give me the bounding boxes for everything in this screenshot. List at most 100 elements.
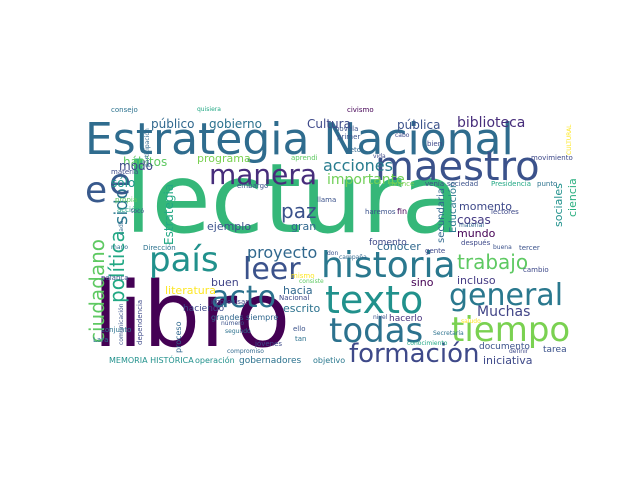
word-mano: mano [111,244,128,251]
word-embargo: embargo [237,182,269,190]
word-punto: punto [537,180,558,188]
word-toco: tocó [131,208,144,215]
word-tan: tan [295,335,307,343]
word-solo: sólo [111,176,136,190]
word-cosas: cosas [457,213,491,227]
word-politica: política [105,230,129,303]
word-movimiento: movimiento [531,154,573,162]
word-numero: número [221,320,245,327]
word-programa: programa [197,152,251,165]
word-documento: documento [479,342,530,352]
word-cultura: Cultura [307,117,351,131]
word-accion: acción [117,206,140,214]
word-conocimiento: conocimiento [407,340,448,347]
word-buen: buen [211,276,239,289]
word-lectura: lectura [125,143,461,255]
word-participacion: participación [144,128,151,167]
word-estrategia: Estrategia [162,183,176,245]
word-tercer: tercer [519,244,540,252]
word-haremos: haremos [365,208,396,216]
word-formacion: formación [349,339,480,369]
word-secundaria: secundaria [436,187,447,243]
word-modo: modo [119,159,153,173]
word-hacerlo: hacerlo [389,314,423,324]
word-vida: vida [373,153,386,160]
word-objetivo: objetivo [313,356,346,365]
word-hacia: hacia [283,284,313,297]
word-conjunto: conjunto [101,326,132,334]
word-dependencia: dependencia [136,299,144,345]
word-incluso: incluso [457,274,496,287]
word-cultural: CULTURAL [566,124,573,155]
word-historia: historia [321,245,456,286]
word-compromiso: compromiso [227,348,264,355]
word-cada: cada [118,220,125,235]
word-cambio: cambio [523,266,549,274]
word-gobernadores: gobernadores [239,356,302,366]
word-mismo: mismo [291,272,315,280]
word-buena: buena [493,244,512,251]
word-material: material [459,222,485,229]
word-gente: gente [425,247,446,255]
word-llama: llama [317,196,337,204]
word-trabajo: trabajo [457,250,529,274]
word-bien: bien [427,140,443,148]
word-iniciativa: iniciativa [483,354,533,367]
word-e-2: e [109,162,132,203]
word-grandes-siempre: grandes siempre [211,313,279,322]
word-sociedad: sociedad [447,180,479,188]
word-novela: novela [335,125,359,133]
word-publica: pública [397,118,441,132]
word-sino: sino [411,276,434,289]
word-proceso: proceso [174,321,183,353]
word-proyecto: proyecto [247,243,318,262]
word-segundo: segundo [225,328,251,335]
word-aprendi: aprendi [291,154,318,162]
word-secretaria: Secretaría [433,330,464,337]
word-ciencia: ciencia [566,178,579,217]
word-consiste: consiste [299,278,324,285]
word-jovenes: jóvenes [255,340,283,348]
word-definir: definir [509,348,529,355]
word-consejo: consejo [111,106,138,114]
word-general: general [449,278,564,313]
word-avance: avance [389,180,415,188]
word-lectores: lectores [491,208,519,216]
word-libro: libro [93,263,291,368]
word-mundo: mundo [457,227,496,240]
word-habitos: hábitos [123,155,168,169]
word-acciones: acciones [323,156,393,175]
word-maestro: maestro [375,144,540,190]
word-comunicacion: comunicación [118,303,125,345]
word-don: don [327,250,339,257]
word-conocer: conocer [377,240,421,253]
word-gobierno: gobierno [209,117,262,131]
word-texto: texto [325,278,424,322]
word-quisiera: quisiera [197,106,221,113]
word-primer: primer [337,133,361,141]
word-estrategia-nacional: Estrategia Nacional [85,114,514,165]
word-gran: gran [291,220,317,233]
word-pais: país [149,240,219,280]
word-nacional: Nacional [279,294,310,302]
word-publico: público [151,117,195,131]
word-haciendo: haciendo [183,304,225,314]
word-campana: campaña [339,254,367,261]
word-memoria-historica: MEMORIA HISTÓRICA [109,356,194,365]
word-todas: todas [329,311,424,351]
word-saludo: saludo [461,318,481,325]
word-cabo: cabo [395,132,410,139]
word-momento: momento [459,200,512,213]
word-palanca: palanca [101,274,129,282]
word-venia: venía [425,180,445,188]
word-e-1: e [85,170,108,211]
word-direccion: Dirección [143,244,176,252]
word-educacion: Educación [448,181,459,233]
word-nivel: nivel [373,314,388,321]
word-importante: importante [327,172,405,188]
word-fomento: fomento [369,238,407,248]
word-leer: leer [243,252,301,287]
word-despues: después [461,239,491,247]
word-civismo: civismo [347,106,374,114]
word-operacion: operación [195,356,235,365]
